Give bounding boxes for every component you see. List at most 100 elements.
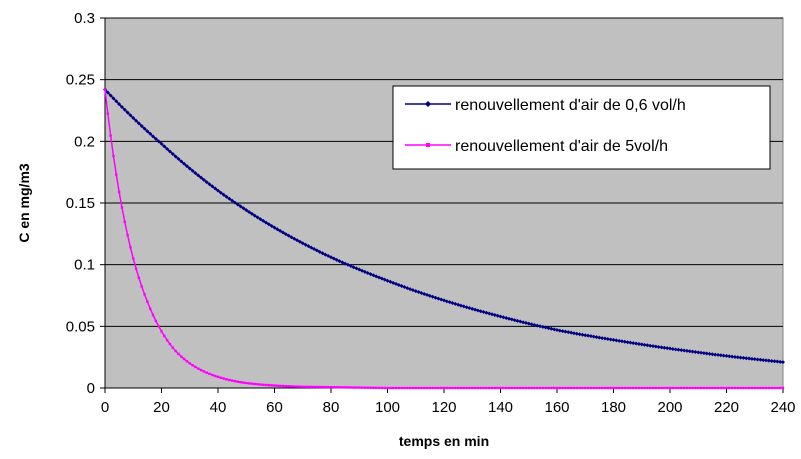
data-point [179, 159, 184, 164]
data-point [236, 380, 239, 383]
data-point [448, 386, 451, 390]
data-point [391, 386, 395, 390]
data-point [151, 313, 155, 317]
data-point [615, 386, 618, 390]
data-point [346, 386, 350, 389]
data-point [484, 310, 489, 315]
data-point [264, 383, 268, 387]
data-point [117, 190, 121, 194]
data-point [242, 381, 245, 384]
data-point [170, 151, 175, 156]
data-point [557, 328, 562, 333]
x-tick-label: 160 [544, 399, 569, 416]
data-point [697, 386, 700, 390]
data-point [598, 386, 601, 390]
data-point [281, 384, 285, 388]
data-point [653, 344, 658, 349]
data-point [337, 259, 342, 264]
data-point [210, 184, 215, 189]
data-point [193, 171, 198, 176]
data-point [567, 386, 570, 390]
data-point [188, 362, 191, 365]
data-point [555, 328, 559, 333]
y-tick-label: 0 [87, 380, 95, 397]
data-point [159, 141, 164, 146]
data-point [560, 329, 565, 334]
data-point [719, 386, 723, 390]
data-point [287, 385, 290, 388]
data-point [513, 386, 516, 390]
y-tick-label: 0.2 [74, 133, 95, 150]
data-point [488, 386, 491, 390]
data-point [227, 196, 232, 201]
data-point [761, 358, 766, 363]
data-point [290, 385, 293, 388]
data-point [662, 345, 667, 350]
data-point [496, 386, 499, 390]
data-point [125, 110, 130, 115]
data-point [478, 309, 483, 314]
data-point [524, 386, 528, 390]
data-point [521, 320, 526, 325]
data-point [634, 386, 638, 390]
data-point [259, 383, 262, 386]
x-axis-title: temps en min [399, 433, 489, 449]
data-point [137, 276, 141, 280]
data-point [106, 112, 110, 115]
data-point [651, 386, 655, 390]
data-point [665, 346, 670, 351]
data-point [713, 352, 718, 357]
data-point [380, 386, 384, 390]
data-point [654, 386, 658, 390]
data-point [442, 386, 446, 390]
data-point [473, 307, 478, 312]
data-point [276, 384, 279, 387]
data-point [207, 182, 212, 187]
data-point [182, 357, 186, 361]
data-point [295, 238, 300, 243]
data-point [747, 356, 752, 361]
data-point [476, 386, 480, 390]
data-point [764, 386, 768, 390]
data-point [182, 161, 187, 166]
data-point [533, 386, 536, 390]
data-point [335, 386, 338, 389]
data-point [297, 239, 302, 244]
data-point [331, 256, 336, 261]
data-point [673, 347, 678, 352]
data-point [408, 386, 412, 390]
data-point [674, 386, 677, 390]
data-point [600, 336, 605, 341]
data-point [232, 200, 237, 205]
data-point [115, 173, 118, 176]
data-point [730, 354, 735, 359]
data-point [634, 341, 639, 346]
data-point [694, 386, 697, 390]
data-point [764, 358, 769, 363]
data-point [569, 386, 573, 390]
data-point [608, 337, 613, 342]
data-point [247, 382, 251, 385]
data-point [714, 386, 717, 390]
data-point [289, 235, 294, 240]
data-point [682, 386, 686, 390]
data-point [642, 342, 647, 347]
data-point [464, 305, 469, 310]
data-point [461, 304, 466, 309]
data-point [123, 220, 126, 224]
data-point [459, 386, 463, 390]
data-point [151, 134, 156, 139]
legend: renouvellement d'air de 0,6 vol/h renouve… [392, 85, 771, 170]
y-tick-label: 0.15 [66, 195, 95, 212]
data-point [194, 365, 197, 369]
data-point [649, 386, 652, 390]
data-point [301, 385, 304, 388]
data-point [702, 386, 706, 390]
data-point [612, 386, 615, 390]
data-point [680, 386, 683, 390]
data-point [515, 318, 520, 323]
data-point [744, 356, 749, 361]
data-point [191, 364, 194, 367]
data-point [756, 386, 759, 390]
